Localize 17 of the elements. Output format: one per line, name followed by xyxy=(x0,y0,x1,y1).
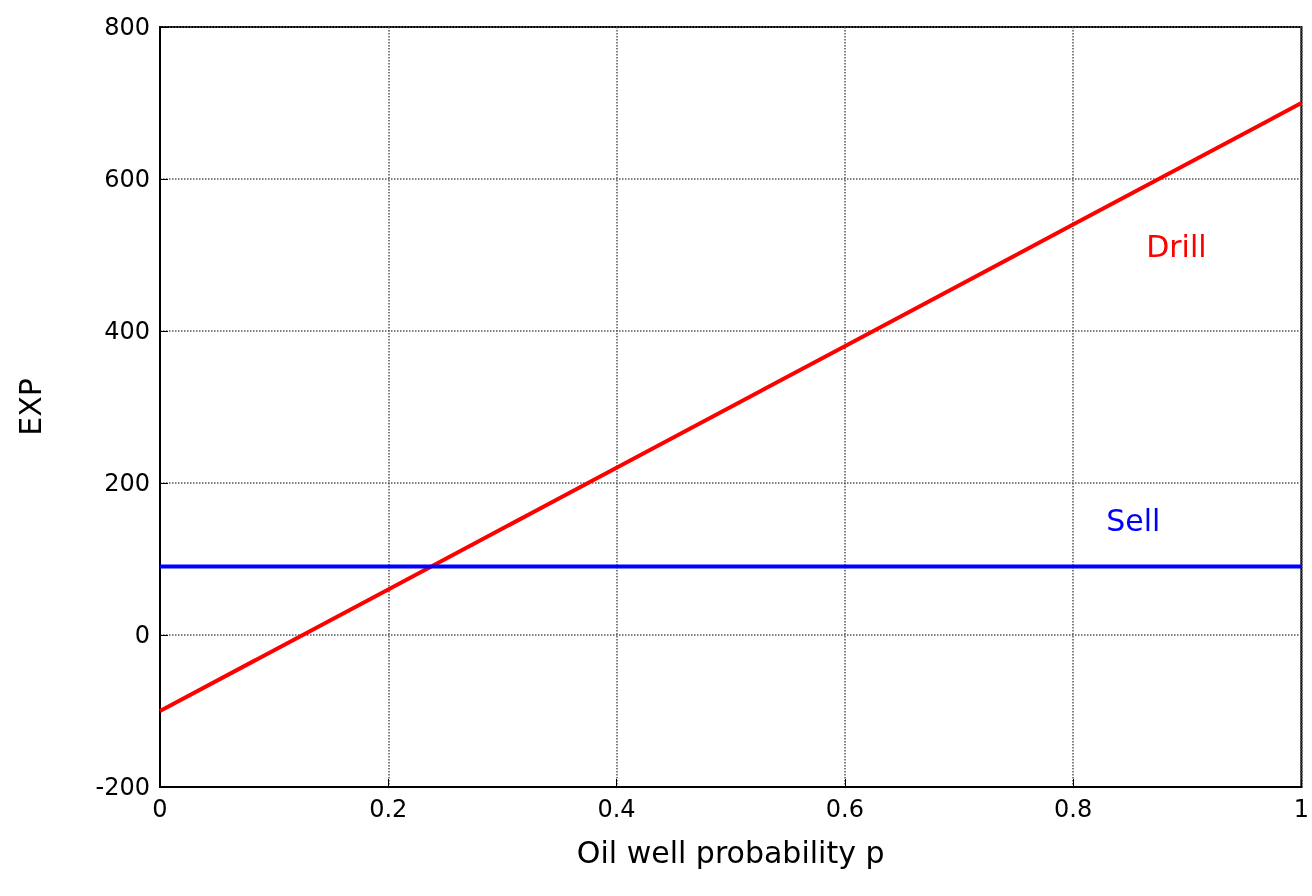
x-tick-label: 0.8 xyxy=(1054,795,1093,823)
y-tick-label: 800 xyxy=(104,13,150,41)
x-tick-label: 0.6 xyxy=(825,795,864,823)
y-axis-title: EXP xyxy=(12,378,48,436)
x-tick-label: 0.2 xyxy=(369,795,408,823)
x-axis-title: Oil well probability p xyxy=(576,834,885,870)
y-tick-label: 600 xyxy=(104,165,150,193)
x-tick-label: 1 xyxy=(1293,795,1310,823)
y-tick-label: 200 xyxy=(104,469,150,497)
y-tick-label: 0 xyxy=(134,621,150,649)
y-tick-label: 400 xyxy=(104,317,150,345)
x-tick-label: 0.4 xyxy=(597,795,636,823)
series-label: Sell xyxy=(1106,503,1161,539)
y-tick-label: -200 xyxy=(95,773,150,801)
x-tick-label: 0 xyxy=(152,795,168,823)
series-label: Drill xyxy=(1146,228,1207,264)
line-series xyxy=(158,101,1304,713)
